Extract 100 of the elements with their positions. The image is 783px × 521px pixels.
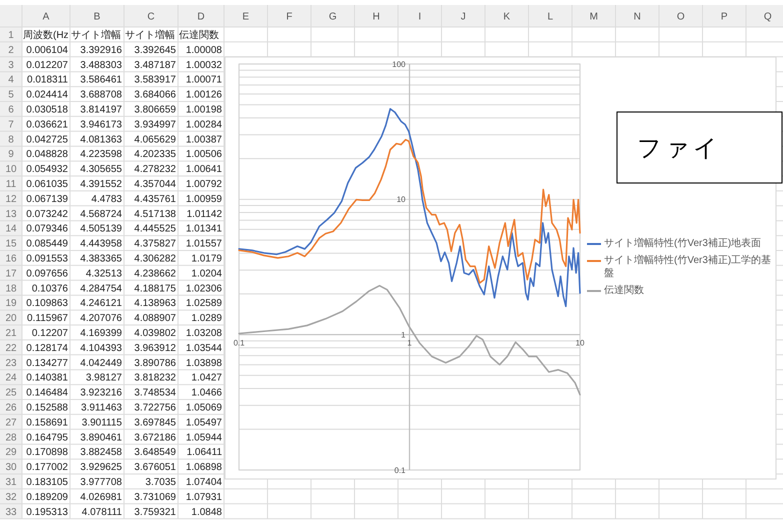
text: 0.189209 (26, 492, 68, 503)
text: 4.238662 (134, 268, 176, 280)
text: 3.882458 (80, 447, 122, 458)
y-tick-label: 5 (8, 90, 14, 101)
text: 4.505139 (80, 224, 122, 235)
text: 4.169399 (80, 328, 122, 339)
legend-label: サイト増幅特性(竹Ver3補正)地表面 (604, 237, 762, 250)
y-tick-label: 2 (8, 44, 14, 56)
text: 4.517138 (134, 208, 176, 220)
text: 1.00387 (186, 134, 222, 146)
text: 0.048828 (26, 149, 68, 160)
text: 4.305655 (80, 164, 122, 176)
text: 1.00071 (186, 74, 222, 86)
text: 0.170898 (26, 447, 68, 458)
x-tick-label: B (94, 12, 101, 22)
text: 1.05069 (186, 402, 222, 414)
x-tick-label: L (547, 12, 554, 22)
text: 1.01142 (186, 208, 222, 220)
text: 1.02306 (186, 283, 222, 294)
text: 4.088907 (134, 313, 176, 324)
text: 0.10376 (32, 283, 68, 294)
y-tick-label: 6 (8, 104, 14, 116)
y-tick-label: 15 (5, 238, 17, 250)
y-tick-label: 24 (5, 372, 17, 384)
text: 4.4783 (91, 194, 122, 205)
text: 4.039802 (134, 328, 176, 339)
annotation: ファイ (637, 134, 721, 162)
text: 3.748534 (134, 388, 176, 399)
y-tick-label: 28 (5, 432, 17, 444)
text: 4.357044 (134, 178, 176, 190)
y-tick-label: 0.1 (394, 466, 406, 475)
y-tick-label: 19 (5, 298, 17, 310)
text: 0.183105 (26, 476, 68, 488)
text: 0.006104 (26, 44, 68, 56)
text: 1.03208 (186, 328, 222, 339)
text: 3.731069 (134, 492, 176, 503)
text: 4.278232 (134, 164, 176, 176)
text: 3.488303 (80, 60, 122, 71)
x-tick-label: Q (764, 12, 772, 22)
text: 4.104393 (80, 342, 122, 354)
x-tick-label: D (197, 12, 205, 22)
text: 1.0427 (191, 372, 222, 384)
x-tick-label: J (460, 12, 466, 22)
x-tick-label: F (286, 12, 292, 22)
text: 3.946173 (80, 119, 122, 130)
x-tick-label: H (372, 12, 380, 22)
text: 0.134277 (26, 358, 68, 369)
text: 3.911463 (81, 402, 122, 414)
y-tick-label: 1 (401, 330, 406, 340)
text: 周波数(Hz (23, 30, 69, 41)
text: 4.188175 (134, 283, 176, 294)
text: 1.03898 (186, 358, 222, 369)
text: 4.443958 (80, 238, 122, 250)
text: 3.392916 (80, 44, 122, 56)
y-tick-label: 10 (396, 195, 406, 204)
text: 3.392645 (134, 44, 176, 56)
text: 0.164795 (26, 432, 68, 444)
text: サイト増幅 (125, 30, 175, 41)
text: サイト増幅 (71, 30, 121, 41)
text: 4.081363 (80, 134, 122, 146)
text: 4.138963 (134, 298, 176, 310)
text: 0.177002 (26, 462, 68, 474)
text: 0.195313 (26, 506, 68, 518)
y-tick-label: 17 (5, 268, 17, 280)
text: 4.207076 (80, 313, 122, 324)
text: 3.7035 (145, 476, 176, 488)
y-tick-label: 4 (8, 74, 14, 86)
x-tick-label: K (503, 12, 510, 22)
y-tick-label: 16 (5, 253, 17, 264)
x-tick-label: E (242, 12, 250, 22)
text: 0.115967 (27, 313, 68, 324)
text: 3.759321 (134, 506, 176, 518)
y-tick-label: 23 (5, 358, 17, 369)
text: 3.98127 (86, 372, 122, 384)
text: 3.901115 (82, 417, 122, 428)
x-tick-label: O (676, 12, 685, 22)
text: 0.140381 (26, 372, 68, 384)
text: 1.00641 (186, 164, 222, 176)
text: 3.929625 (80, 462, 122, 474)
text: 1.00008 (186, 44, 222, 56)
text: 3.934997 (134, 119, 176, 130)
text: 1.00792 (186, 178, 222, 190)
text: 1.00959 (186, 194, 222, 205)
x-tick-label: G (328, 12, 337, 22)
text: 0.085449 (26, 238, 68, 250)
text: 3.814197 (80, 104, 122, 116)
text: 3.697845 (134, 417, 176, 428)
y-tick-label: 22 (5, 342, 17, 354)
text: 0.012207 (26, 60, 68, 71)
text: 0.128174 (26, 342, 68, 354)
text: 0.024414 (26, 90, 68, 101)
x-tick-label: C (147, 12, 155, 22)
x-tick-label: P (720, 12, 728, 22)
text: 0.067139 (26, 194, 68, 205)
text: 3.890786 (134, 358, 176, 369)
text: 4.065629 (134, 134, 176, 146)
y-tick-label: 27 (5, 417, 17, 428)
text: 0.109863 (26, 298, 68, 310)
text: 3.676051 (134, 462, 176, 474)
text: 1.00284 (186, 119, 222, 130)
